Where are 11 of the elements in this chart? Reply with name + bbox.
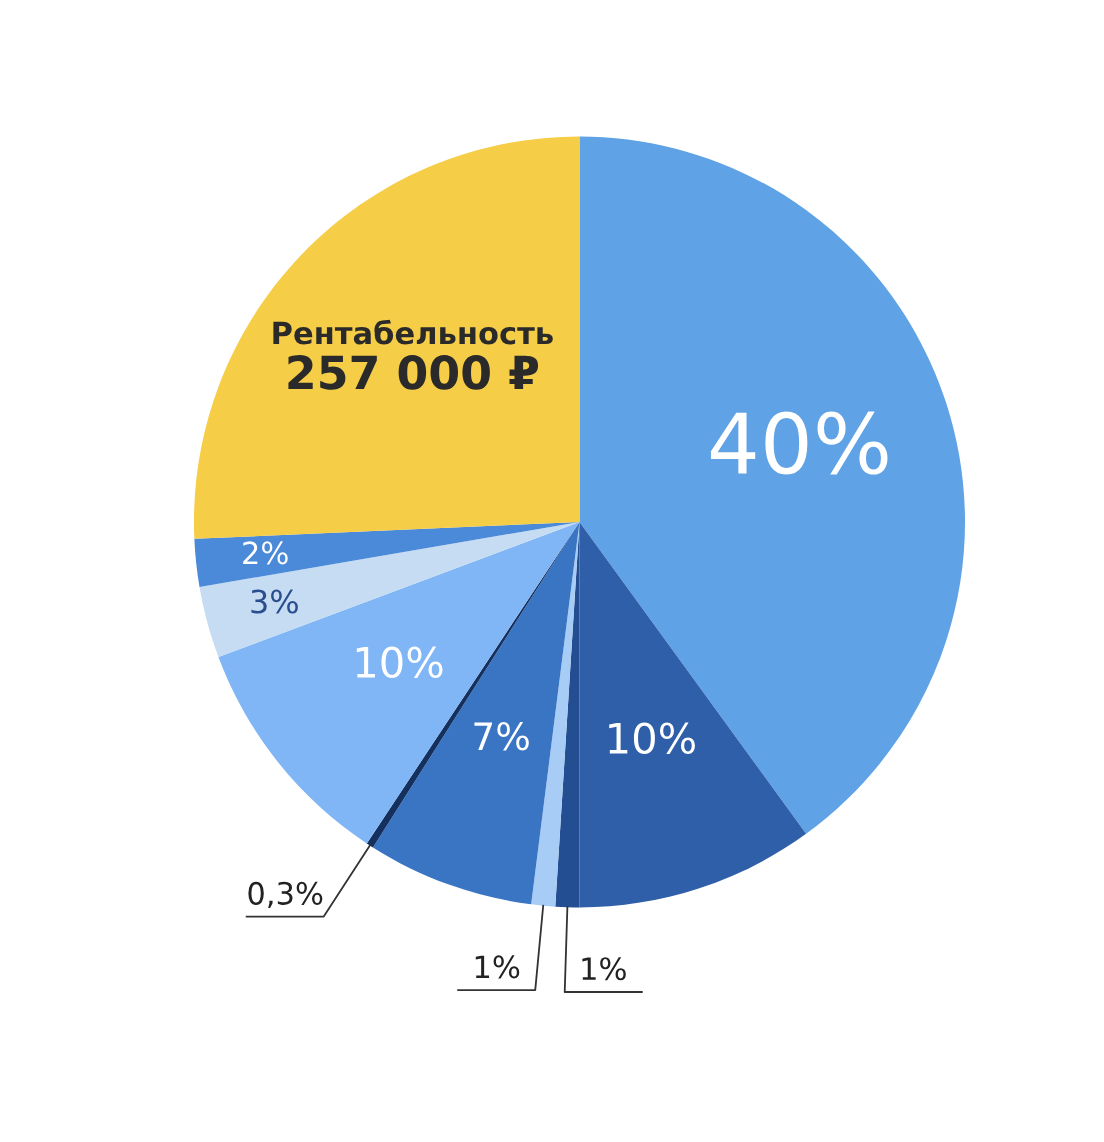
data-label: 0,3% [248,881,323,909]
data-label: 2% [243,541,288,565]
data-label: 7% [474,722,529,751]
data-label: 10% [356,646,443,679]
data-label: 40% [710,411,888,475]
text: 257 000 ₽ [288,355,539,390]
slice-label: Рентабельность [273,319,553,345]
data-label: 1% [475,955,520,979]
data-label: 1% [582,957,626,981]
data-label: 3% [251,589,298,614]
data-label: 10% [609,722,695,754]
